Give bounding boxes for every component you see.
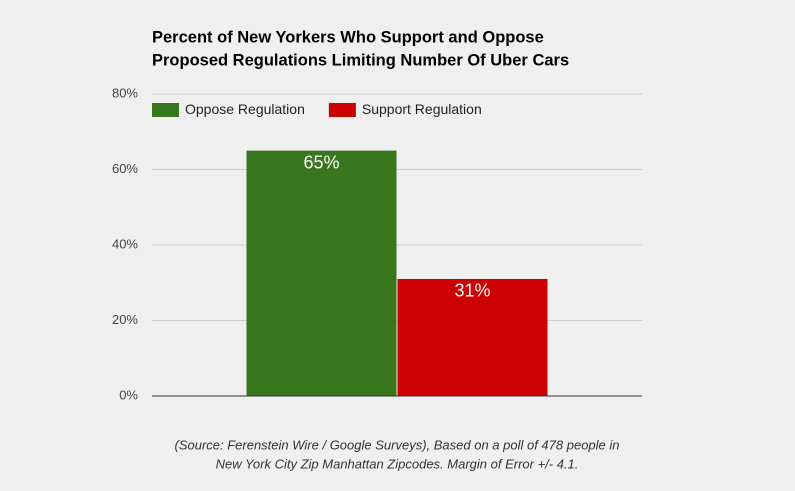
- y-tick-label: 0%: [119, 387, 138, 402]
- legend-label: Support Regulation: [362, 101, 482, 117]
- legend-swatch: [152, 103, 179, 117]
- value-label: 31%: [454, 281, 490, 301]
- legend-label: Oppose Regulation: [185, 101, 305, 117]
- y-tick-label: 80%: [112, 85, 138, 100]
- y-tick-label: 40%: [112, 236, 138, 251]
- bar: [246, 150, 397, 396]
- value-label: 65%: [303, 152, 339, 172]
- legend-swatch: [328, 103, 356, 117]
- source-note: (Source: Ferenstein Wire / Google Survey…: [174, 437, 619, 452]
- y-tick-label: 60%: [112, 161, 138, 176]
- chart-title: Percent of New Yorkers Who Support and O…: [152, 28, 544, 46]
- y-tick-label: 20%: [112, 312, 138, 327]
- bar: [397, 278, 548, 396]
- chart-title: Proposed Regulations Limiting Number Of …: [152, 51, 569, 69]
- source-note: New York City Zip Manhattan Zipcodes. Ma…: [216, 456, 579, 471]
